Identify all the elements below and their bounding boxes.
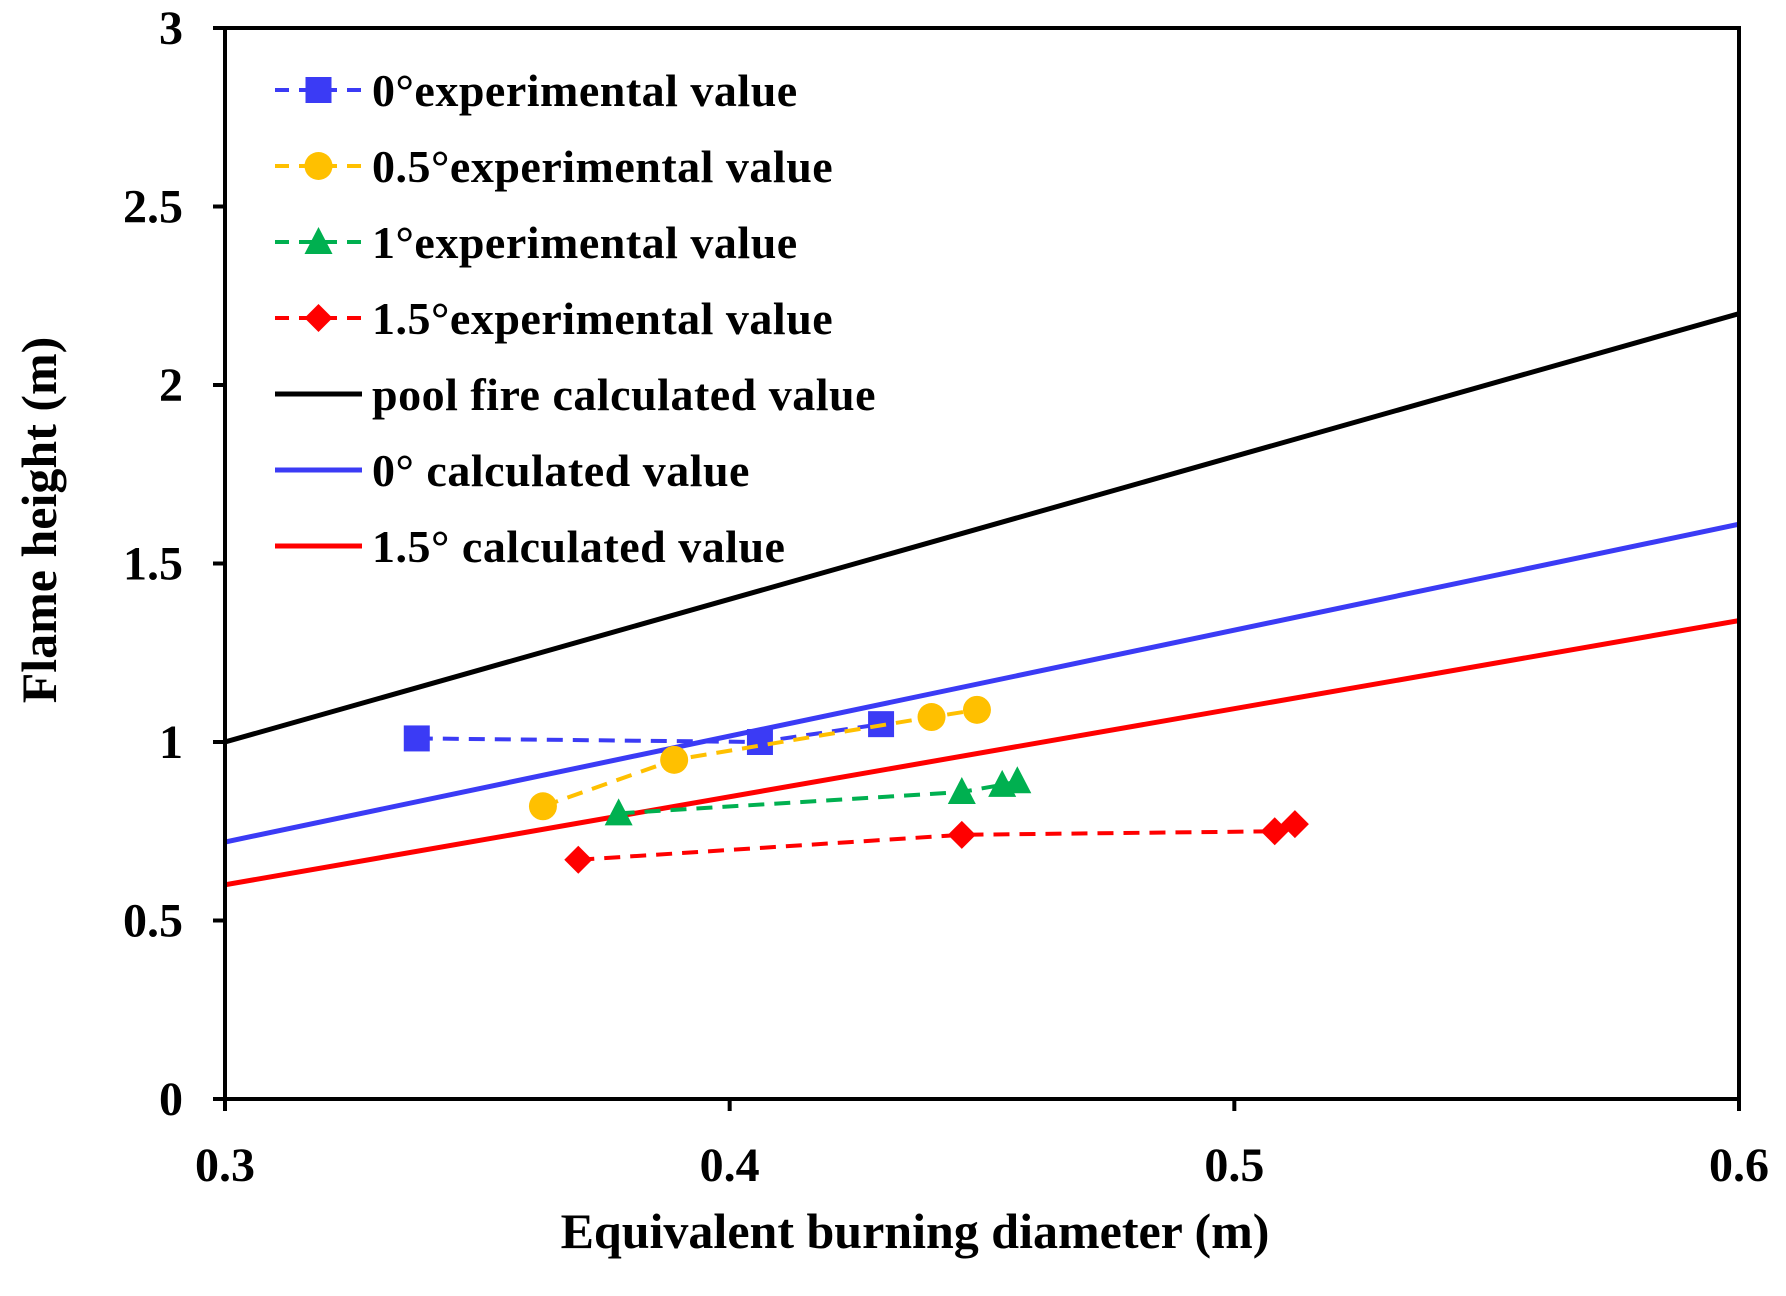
y-axis-title: Flame height (m): [11, 337, 67, 704]
data-point-1-2: [917, 703, 946, 732]
series-3: [564, 810, 1309, 874]
y-tick-label-1: 0.5: [123, 895, 183, 948]
legend-label-1: 0.5°experimental value: [372, 141, 833, 192]
data-point-2-1: [947, 776, 976, 804]
legend-entry-2: 1°experimental value: [275, 217, 798, 268]
legend-entry-1: 0.5°experimental value: [275, 141, 833, 192]
legend-entry-5: 0° calculated value: [275, 445, 750, 496]
y-tick-label-3: 1.5: [123, 538, 183, 591]
series-5: [225, 521, 1739, 845]
legend-marker-0: [305, 77, 332, 103]
legend-label-2: 1°experimental value: [372, 217, 798, 268]
x-tick-label-1: 0.4: [700, 1139, 760, 1192]
legend-marker-3: [304, 304, 333, 332]
x-axis-title: Equivalent burning diameter (m): [561, 1203, 1270, 1259]
series-line-1: [542, 707, 978, 809]
x-tick-label-0: 0.3: [195, 1139, 255, 1192]
series-6: [225, 618, 1739, 888]
legend-label-0: 0°experimental value: [372, 65, 798, 116]
y-tick-label-4: 2: [159, 359, 183, 412]
series-4: [225, 311, 1739, 745]
legend-label-4: pool fire calculated value: [372, 369, 876, 420]
y-tick-label-5: 2.5: [123, 181, 183, 234]
data-point-1-3: [962, 695, 991, 724]
data-point-2-3: [1003, 766, 1032, 794]
legend-marker-1: [304, 152, 333, 180]
y-tick-label-2: 1: [159, 716, 183, 769]
data-point-1-0: [528, 792, 557, 821]
legend-marker-2: [304, 227, 333, 254]
legend-entry-4: pool fire calculated value: [275, 369, 876, 420]
y-tick-label-0: 0: [159, 1073, 183, 1126]
data-point-3-3: [1280, 810, 1309, 839]
legend-entry-0: 0°experimental value: [275, 65, 798, 116]
legend-entry-6: 1.5° calculated value: [275, 521, 785, 572]
x-tick-label-2: 0.5: [1204, 1139, 1264, 1192]
x-tick-label-3: 0.6: [1709, 1139, 1769, 1192]
y-tick-label-6: 3: [159, 2, 183, 55]
data-point-3-0: [564, 845, 593, 874]
axis-ticks: 0 0.5 1 1.5 2 2.5 3 0.3 0.4 0.5 0.6: [123, 2, 1769, 1192]
legend-label-6: 1.5° calculated value: [372, 521, 785, 572]
series-line-4: [225, 311, 1739, 745]
data-point-3-1: [947, 820, 976, 849]
series-line-6: [225, 618, 1739, 888]
legend-label-5: 0° calculated value: [372, 445, 750, 496]
data-point-0-1: [746, 729, 773, 755]
series-2: [604, 766, 1032, 826]
series-line-3: [578, 822, 1296, 862]
plot-content: [225, 311, 1739, 888]
data-point-1-1: [660, 745, 689, 774]
series-line-0: [416, 722, 882, 745]
legend-entry-3: 1.5°experimental value: [275, 293, 833, 344]
series-0: [403, 711, 895, 755]
data-point-2-0: [604, 798, 633, 826]
legend: 0°experimental value 0.5°experimental val…: [275, 65, 876, 572]
legend-label-3: 1.5°experimental value: [372, 293, 833, 344]
series-line-5: [225, 521, 1739, 845]
series-1: [528, 695, 991, 821]
data-point-0-0: [403, 725, 430, 752]
